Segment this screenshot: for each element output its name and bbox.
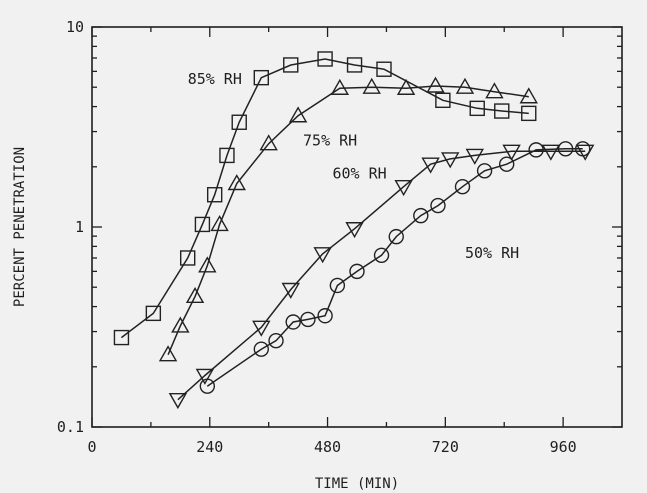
data-point-60-rh [195, 368, 215, 385]
data-point-85-rh [253, 69, 270, 86]
x-tick-label: 0 [87, 438, 96, 456]
data-point-75-rh [330, 78, 350, 95]
data-point-60-rh [281, 282, 300, 299]
data-point-50-rh [476, 163, 493, 179]
data-point-50-rh [575, 141, 591, 157]
data-point-50-rh [329, 277, 346, 294]
data-point-75-rh [158, 345, 178, 362]
y-axis-ticks: 0.1 1 10 [57, 18, 622, 436]
data-point-50-rh [373, 247, 390, 263]
data-point-75-rh [455, 77, 475, 94]
data-point-50-rh [413, 207, 429, 224]
x-tick-label: 720 [432, 438, 459, 456]
data-point-75-rh [362, 77, 381, 94]
data-point-75-rh [288, 106, 308, 123]
data-point-50-rh [349, 263, 365, 280]
data-point-50-rh [454, 179, 471, 195]
data-point-50-rh [498, 156, 515, 172]
data-point-85-rh [376, 61, 392, 77]
data-point-60-rh [575, 144, 595, 161]
data-point-85-rh [194, 216, 211, 233]
data-point-50-rh [557, 141, 574, 157]
data-point-60-rh [441, 152, 460, 169]
data-point-85-rh [179, 250, 196, 266]
series-line-50-rh [206, 148, 583, 387]
data-point-50-rh [528, 142, 544, 158]
data-point-60-rh [252, 320, 271, 337]
data-point-75-rh [426, 76, 445, 93]
series-annotations: 85% RH 75% RH 60% RH 50% RH [188, 70, 519, 262]
data-point-85-rh [435, 92, 451, 109]
data-point-50-rh [268, 333, 284, 349]
data-point-75-rh [519, 87, 538, 104]
data-point-60-rh [168, 392, 188, 410]
series-line-60-rh [177, 150, 586, 401]
data-point-85-rh [521, 105, 537, 122]
data-point-60-rh [465, 148, 484, 165]
data-point-50-rh [317, 308, 333, 324]
data-point-75-rh [171, 316, 190, 333]
data-point-50-rh [285, 314, 301, 330]
data-point-75-rh [259, 134, 278, 151]
data-point-60-rh [313, 247, 332, 264]
series-label-75-rh: 75% RH [303, 132, 357, 150]
data-point-85-rh [317, 51, 333, 67]
x-tick-label: 480 [314, 438, 341, 456]
series-label-85-rh: 85% RH [188, 70, 242, 88]
y-axis-label: PERCENT PENETRATION [12, 147, 28, 307]
data-point-85-rh [469, 100, 485, 117]
data-point-60-rh [421, 157, 440, 174]
series-lines [120, 58, 586, 401]
x-axis-label: TIME (MIN) [315, 476, 399, 492]
data-point-50-rh [300, 311, 316, 328]
x-axis-ticks: 0 240 480 720 960 [87, 27, 577, 456]
data-point-60-rh [502, 144, 521, 161]
data-point-85-rh [206, 187, 223, 203]
data-point-50-rh [430, 197, 446, 214]
data-point-75-rh [396, 78, 416, 95]
y-tick-label: 0.1 [57, 418, 84, 436]
data-point-85-rh [283, 57, 299, 73]
data-point-75-rh [485, 82, 504, 99]
data-point-85-rh [219, 147, 235, 164]
data-point-85-rh [145, 305, 162, 322]
data-point-60-rh [541, 144, 561, 161]
data-point-75-rh [227, 174, 246, 191]
data-point-50-rh [253, 341, 270, 357]
data-point-75-rh [185, 286, 205, 304]
x-tick-label: 240 [196, 438, 223, 456]
data-point-75-rh [198, 256, 217, 273]
data-point-85-rh [113, 329, 130, 346]
series-label-60-rh: 60% RH [332, 164, 386, 182]
y-tick-label: 10 [66, 18, 84, 36]
data-point-60-rh [345, 222, 364, 239]
data-point-60-rh [394, 180, 413, 197]
data-point-85-rh [231, 114, 247, 130]
data-point-85-rh [346, 57, 363, 73]
data-point-50-rh [199, 378, 216, 394]
x-tick-label: 960 [550, 438, 577, 456]
y-tick-label: 1 [75, 218, 84, 236]
data-point-50-rh [388, 228, 404, 245]
series-line-75-rh [167, 85, 529, 355]
series-markers [113, 51, 595, 410]
series-label-50-rh: 50% RH [465, 244, 519, 262]
data-point-75-rh [210, 215, 229, 232]
series-line-85-rh [120, 58, 529, 339]
data-point-85-rh [494, 103, 510, 119]
